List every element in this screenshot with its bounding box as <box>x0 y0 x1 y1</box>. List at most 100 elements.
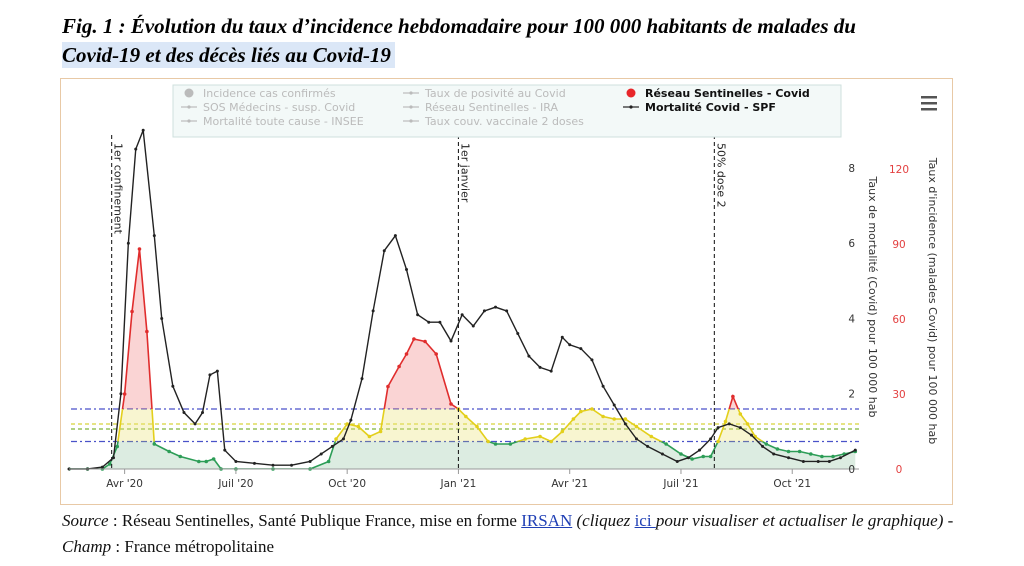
mortality-point <box>838 456 842 460</box>
mortality-tick-label: 8 <box>848 163 855 175</box>
incidence-point <box>449 402 453 406</box>
mortality-point <box>308 459 312 463</box>
legend-label[interactable]: Mortalité Covid - SPF <box>645 101 776 114</box>
mortality-point <box>646 444 650 448</box>
mortality-point <box>727 422 731 426</box>
incidence-point <box>679 452 683 456</box>
mortality-point <box>438 320 442 324</box>
source-text: Réseau Sentinelles, Santé Publique Franc… <box>121 511 522 530</box>
x-tick-label: Juil '21 <box>662 478 698 490</box>
incidence-point <box>701 454 706 459</box>
legend-symbol-marker <box>409 91 413 95</box>
legend-label[interactable]: Incidence cas confirmés <box>203 87 336 100</box>
source-text-2: (cliquez <box>572 511 635 530</box>
mortality-point <box>208 373 212 377</box>
incidence-point <box>486 439 490 444</box>
incidence-point <box>716 439 720 444</box>
annotation-label: 1er confinement <box>112 143 125 235</box>
legend-label[interactable]: Réseau Sentinelles - IRA <box>425 101 558 114</box>
incidence-point <box>167 449 171 454</box>
incidence-point <box>820 454 824 459</box>
incidence-point <box>404 352 409 356</box>
event-annotations: 1er confinement 1er janvier 50% dose 2 <box>111 135 727 469</box>
mortality-point <box>527 354 531 358</box>
mortality-point <box>160 316 164 320</box>
mortality-point <box>601 384 605 388</box>
mortality-point <box>449 339 453 343</box>
incidence-fill-zone <box>69 441 856 469</box>
mortality-point <box>112 456 116 460</box>
incidence-point <box>764 442 769 446</box>
x-axis: Avr '20 Juil '20 Oct '20 Jan '21 Avr '21 Juil… <box>69 468 859 490</box>
incidence-point <box>549 439 553 444</box>
incidence-tick-label: 0 <box>896 464 903 476</box>
mortality-point <box>371 309 375 313</box>
hamburger-menu-icon[interactable] <box>921 96 937 111</box>
mortality-point <box>319 452 323 456</box>
legend[interactable]: Incidence cas confirmés Taux de posivité … <box>172 84 842 138</box>
mortality-point <box>341 437 345 441</box>
threshold-lines <box>71 408 859 443</box>
chart-svg: 1er confinement 1er janvier 50% dose 2 Avr… <box>67 84 939 490</box>
incidence-point <box>493 442 498 446</box>
champ-label: Champ <box>62 537 112 556</box>
mortality-point <box>549 369 553 373</box>
x-tick-label: Jan '21 <box>440 478 477 490</box>
source-label: Source <box>62 511 109 530</box>
legend-label[interactable]: SOS Médecins - susp. Covid <box>203 101 355 114</box>
incidence-point <box>130 309 134 314</box>
mortality-point <box>568 343 572 347</box>
incidence-point <box>356 424 361 429</box>
source-note: Source : Réseau Sentinelles, Santé Publi… <box>62 508 962 560</box>
incidence-point <box>178 454 183 459</box>
mortality-point <box>290 463 294 467</box>
mortality-point <box>738 426 742 430</box>
mortality-point <box>634 437 638 441</box>
y-axes: 0 2 4 6 8 0 30 60 90 120 Taux de mortalité (Covid)… <box>848 157 939 476</box>
incidence-tick-label: 60 <box>892 314 905 326</box>
annotation-label: 50% dose 2 <box>714 143 727 208</box>
mortality-point <box>119 392 123 396</box>
mortality-point <box>482 309 486 313</box>
mortality-point <box>234 459 238 463</box>
mortality-point <box>709 437 713 441</box>
legend-symbol-marker <box>629 105 633 109</box>
incidence-point <box>797 449 802 454</box>
x-tick-label: Avr '21 <box>551 478 588 490</box>
mortality-point <box>749 433 753 437</box>
incidence-fill-zone <box>117 409 763 442</box>
mortality-point <box>660 452 664 456</box>
mortality-point <box>100 465 104 469</box>
incidence-point <box>152 442 157 446</box>
mortality-point <box>360 377 364 381</box>
incidence-point <box>386 384 390 389</box>
legend-label[interactable]: Taux de posivité au Covid <box>424 87 566 100</box>
legend-label[interactable]: Mortalité toute cause - INSEE <box>203 115 364 128</box>
incidence-line <box>121 248 740 409</box>
chart-container: 1er confinement 1er janvier 50% dose 2 Avr… <box>60 78 953 505</box>
incidence-point <box>831 454 835 459</box>
incidence-point <box>623 417 628 421</box>
legend-label[interactable]: Taux couv. vaccinale 2 doses <box>424 115 584 128</box>
incidence-point <box>122 392 127 396</box>
mortality-point <box>579 347 583 351</box>
mortality-tick-label: 6 <box>848 238 855 250</box>
incidence-point <box>397 364 401 369</box>
x-tick-label: Juil '20 <box>217 478 253 490</box>
incidence-point <box>204 459 209 464</box>
mortality-point <box>182 411 186 415</box>
mortality-point <box>193 422 197 426</box>
incidence-point <box>475 424 479 429</box>
legend-label[interactable]: Réseau Sentinelles - Covid <box>645 87 810 100</box>
x-tick-label: Avr '20 <box>106 478 143 490</box>
mortality-point <box>772 452 776 456</box>
mortality-point <box>494 305 498 309</box>
legend-box <box>172 84 842 138</box>
mortality-point <box>171 384 175 388</box>
source-text-3: pour visualiser et actualiser le graphiq… <box>655 511 954 530</box>
irsan-link[interactable]: IRSAN <box>521 511 573 530</box>
incidence-point <box>560 429 565 434</box>
ici-link[interactable]: ici <box>634 511 656 530</box>
incidence-point <box>708 454 713 459</box>
mortality-point <box>698 448 702 452</box>
